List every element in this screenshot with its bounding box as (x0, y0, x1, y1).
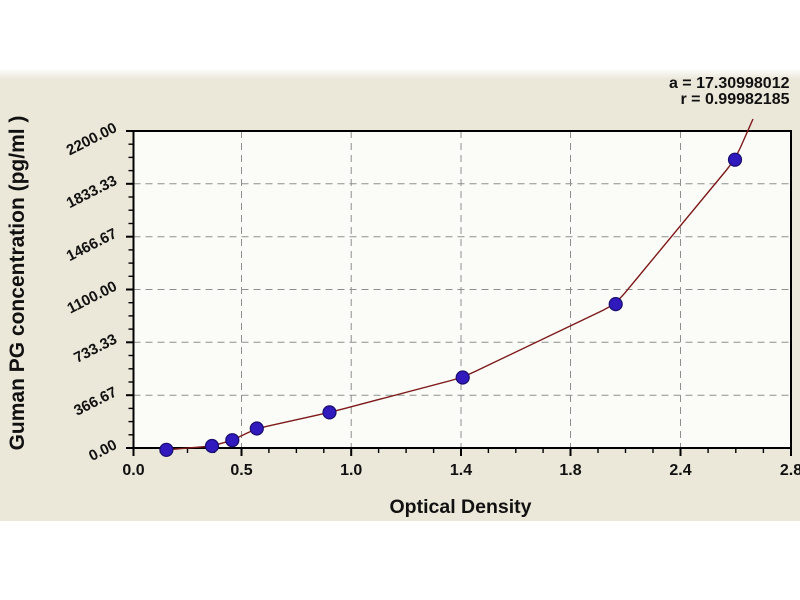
svg-text:Guman PG concentration (pg/ml: Guman PG concentration (pg/ml ) (6, 116, 29, 451)
svg-text:2.4: 2.4 (669, 462, 691, 479)
svg-text:1.8: 1.8 (559, 462, 581, 479)
svg-text:1.4: 1.4 (450, 462, 472, 479)
svg-text:0.5: 0.5 (230, 462, 252, 479)
svg-text:0.0: 0.0 (122, 462, 144, 479)
svg-text:Optical Density: Optical Density (390, 496, 532, 518)
svg-text:1.0: 1.0 (340, 462, 362, 479)
svg-text:2.8: 2.8 (780, 462, 800, 479)
svg-text:a = 17.30998012: a = 17.30998012 (669, 75, 790, 92)
svg-text:r = 0.99982185: r = 0.99982185 (681, 91, 790, 108)
